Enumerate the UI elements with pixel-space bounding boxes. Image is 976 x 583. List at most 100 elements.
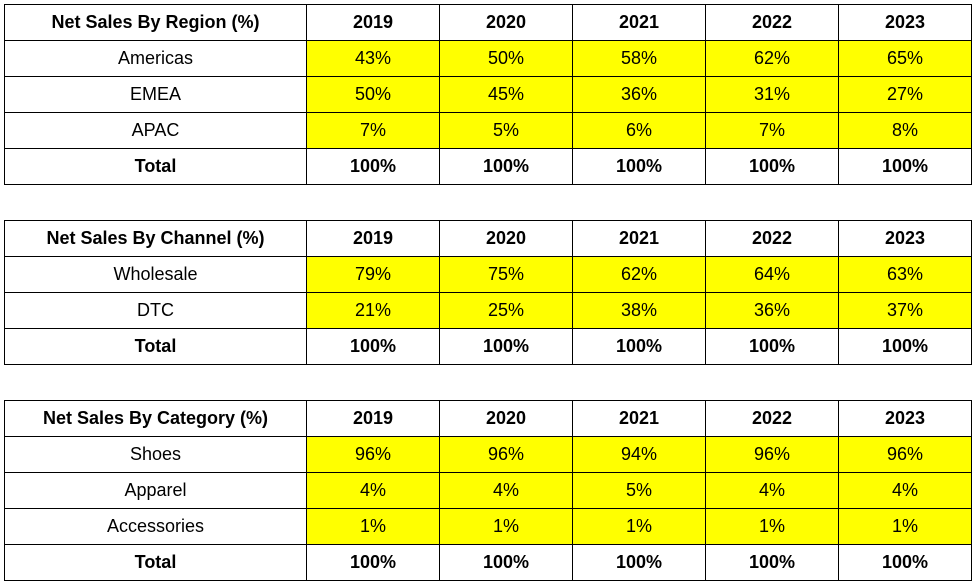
total-row: Total 100% 100% 100% 100% 100% (4, 148, 972, 185)
table-header-row: Net Sales By Category (%) 2019 2020 2021… (4, 400, 972, 437)
table-title: Net Sales By Channel (%) (4, 220, 307, 257)
row-label: Apparel (4, 472, 307, 509)
total-cell: 100% (572, 148, 706, 185)
table-row: EMEA 50% 45% 36% 31% 27% (4, 76, 972, 113)
data-cell: 31% (705, 76, 839, 113)
total-cell: 100% (306, 148, 440, 185)
data-cell: 5% (439, 112, 573, 149)
table-row: Shoes 96% 96% 94% 96% 96% (4, 436, 972, 473)
total-cell: 100% (705, 148, 839, 185)
data-cell: 25% (439, 292, 573, 329)
table-title: Net Sales By Region (%) (4, 4, 307, 41)
table-row: Accessories 1% 1% 1% 1% 1% (4, 508, 972, 545)
data-cell: 94% (572, 436, 706, 473)
table-header-row: Net Sales By Region (%) 2019 2020 2021 2… (4, 4, 972, 41)
total-label: Total (4, 148, 307, 185)
data-cell: 43% (306, 40, 440, 77)
data-cell: 50% (306, 76, 440, 113)
data-cell: 7% (306, 112, 440, 149)
data-cell: 62% (572, 256, 706, 293)
data-cell: 63% (838, 256, 972, 293)
total-cell: 100% (439, 148, 573, 185)
data-cell: 36% (572, 76, 706, 113)
total-cell: 100% (439, 544, 573, 581)
column-header-2023: 2023 (838, 400, 972, 437)
column-header-2022: 2022 (705, 400, 839, 437)
total-cell: 100% (705, 328, 839, 365)
table-row: Apparel 4% 4% 5% 4% 4% (4, 472, 972, 509)
total-row: Total 100% 100% 100% 100% 100% (4, 328, 972, 365)
column-header-2022: 2022 (705, 220, 839, 257)
data-cell: 1% (838, 508, 972, 545)
data-cell: 65% (838, 40, 972, 77)
data-cell: 50% (439, 40, 573, 77)
total-cell: 100% (838, 328, 972, 365)
data-cell: 4% (306, 472, 440, 509)
column-header-2022: 2022 (705, 4, 839, 41)
column-header-2020: 2020 (439, 220, 573, 257)
total-cell: 100% (705, 544, 839, 581)
data-cell: 7% (705, 112, 839, 149)
column-header-2019: 2019 (306, 220, 440, 257)
row-label: Accessories (4, 508, 307, 545)
column-header-2020: 2020 (439, 4, 573, 41)
data-cell: 1% (705, 508, 839, 545)
row-label: Americas (4, 40, 307, 77)
table-row: DTC 21% 25% 38% 36% 37% (4, 292, 972, 329)
data-cell: 79% (306, 256, 440, 293)
data-cell: 27% (838, 76, 972, 113)
total-cell: 100% (306, 544, 440, 581)
table-row: Americas 43% 50% 58% 62% 65% (4, 40, 972, 77)
data-cell: 5% (572, 472, 706, 509)
column-header-2020: 2020 (439, 400, 573, 437)
data-cell: 8% (838, 112, 972, 149)
data-cell: 36% (705, 292, 839, 329)
row-label: APAC (4, 112, 307, 149)
column-header-2021: 2021 (572, 400, 706, 437)
data-cell: 1% (306, 508, 440, 545)
row-label: Shoes (4, 436, 307, 473)
data-cell: 96% (439, 436, 573, 473)
data-cell: 37% (838, 292, 972, 329)
data-cell: 38% (572, 292, 706, 329)
region-table: Net Sales By Region (%) 2019 2020 2021 2… (4, 4, 972, 185)
row-label: Wholesale (4, 256, 307, 293)
total-cell: 100% (838, 544, 972, 581)
column-header-2019: 2019 (306, 4, 440, 41)
column-header-2021: 2021 (572, 220, 706, 257)
total-row: Total 100% 100% 100% 100% 100% (4, 544, 972, 581)
table-header-row: Net Sales By Channel (%) 2019 2020 2021 … (4, 220, 972, 257)
data-cell: 1% (439, 508, 573, 545)
column-header-2023: 2023 (838, 220, 972, 257)
data-cell: 96% (705, 436, 839, 473)
table-row: Wholesale 79% 75% 62% 64% 63% (4, 256, 972, 293)
data-cell: 4% (838, 472, 972, 509)
table-title: Net Sales By Category (%) (4, 400, 307, 437)
total-cell: 100% (572, 328, 706, 365)
row-label: EMEA (4, 76, 307, 113)
table-row: APAC 7% 5% 6% 7% 8% (4, 112, 972, 149)
total-label: Total (4, 328, 307, 365)
data-cell: 96% (838, 436, 972, 473)
column-header-2021: 2021 (572, 4, 706, 41)
total-label: Total (4, 544, 307, 581)
total-cell: 100% (439, 328, 573, 365)
data-cell: 96% (306, 436, 440, 473)
data-cell: 45% (439, 76, 573, 113)
data-cell: 6% (572, 112, 706, 149)
data-cell: 75% (439, 256, 573, 293)
total-cell: 100% (838, 148, 972, 185)
column-header-2023: 2023 (838, 4, 972, 41)
row-label: DTC (4, 292, 307, 329)
total-cell: 100% (306, 328, 440, 365)
data-cell: 1% (572, 508, 706, 545)
data-cell: 21% (306, 292, 440, 329)
column-header-2019: 2019 (306, 400, 440, 437)
channel-table: Net Sales By Channel (%) 2019 2020 2021 … (4, 220, 972, 365)
data-cell: 4% (439, 472, 573, 509)
data-cell: 4% (705, 472, 839, 509)
data-cell: 64% (705, 256, 839, 293)
total-cell: 100% (572, 544, 706, 581)
data-cell: 58% (572, 40, 706, 77)
data-cell: 62% (705, 40, 839, 77)
